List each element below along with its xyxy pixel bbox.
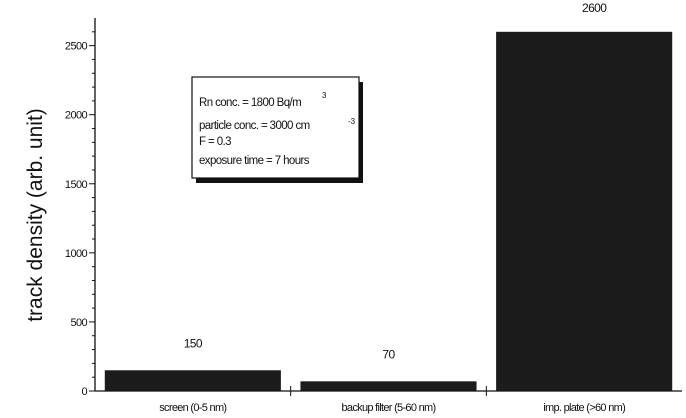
annotation-line-3: F = 0.3 (199, 136, 231, 148)
annotation-line-2-sup: -3 (348, 117, 356, 126)
bar (300, 381, 477, 391)
annotation-line-2: particle conc. = 3000 cm (199, 120, 310, 132)
y-axis-label: track density (arb. unit) (24, 108, 47, 322)
bar (104, 370, 281, 391)
data-labels-group: 150 70 2600 (184, 1, 608, 362)
x-tick-label: imp. plate (>60 nm) (543, 402, 625, 414)
data-label: 70 (382, 348, 395, 362)
bar (496, 31, 673, 391)
annotation-line-4: exposure time = 7 hours (199, 155, 310, 167)
y-ticks-group: 0 500 1000 1500 2000 2500 (65, 31, 95, 398)
axes-group (94, 18, 682, 396)
y-tick-label: 1500 (65, 179, 88, 191)
annotation-line-1-sup: 3 (322, 91, 327, 100)
data-label: 2600 (582, 1, 607, 15)
x-tick-label: screen (0-5 nm) (159, 402, 226, 414)
y-tick-label: 2000 (65, 110, 88, 122)
x-tick-label: backup filter (5-60 nm) (342, 402, 436, 414)
y-tick-label: 500 (70, 317, 87, 329)
x-labels-group: screen (0-5 nm) backup filter (5-60 nm) im… (159, 402, 626, 414)
data-label: 150 (184, 336, 203, 350)
annotation-line-1: Rn conc. = 1800 Bq/m (199, 97, 301, 109)
y-tick-label: 2500 (65, 41, 88, 53)
y-tick-label: 0 (81, 386, 87, 398)
bars-group (104, 31, 673, 391)
annotation-frame (191, 76, 360, 179)
annotation-box: Rn conc. = 1800 Bq/m 3 particle conc. = … (191, 76, 363, 183)
y-tick-label: 1000 (65, 248, 88, 260)
